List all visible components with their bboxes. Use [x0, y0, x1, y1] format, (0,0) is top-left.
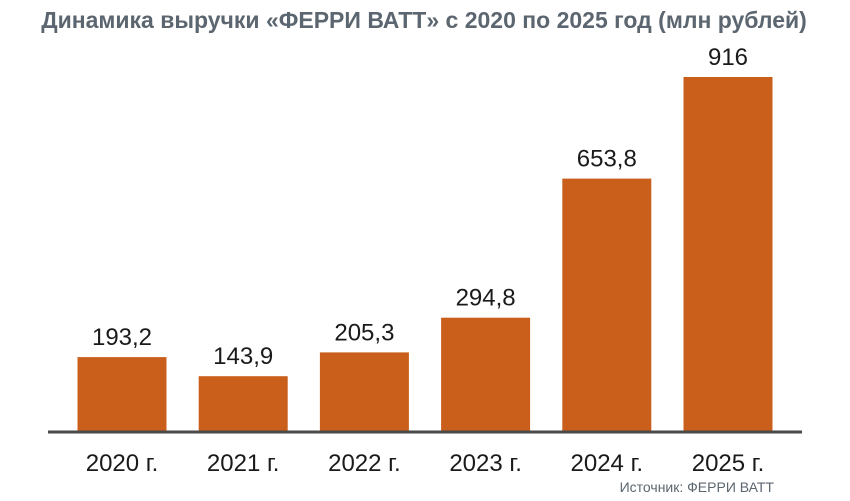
category-label: 2022 г.	[328, 450, 401, 477]
chart-title: Динамика выручки «ФЕРРИ ВАТТ» с 2020 по …	[41, 7, 807, 33]
bar-2025	[683, 77, 773, 432]
bars-layer	[77, 77, 773, 432]
category-labels-layer: 2020 г. 2021 г. 2022 г. 2023 г. 2024 г. 2025 …	[86, 450, 765, 477]
bar-2021	[198, 376, 288, 432]
category-label: 2021 г.	[207, 450, 280, 477]
bar-2024	[562, 178, 652, 432]
bar-2023	[441, 317, 531, 432]
value-label: 294,8	[456, 285, 516, 312]
category-label: 2025 г.	[692, 450, 765, 477]
value-label: 916	[708, 44, 748, 71]
value-label: 143,9	[213, 343, 273, 370]
value-label: 193,2	[92, 324, 152, 351]
category-label: 2023 г.	[449, 450, 522, 477]
bar-2020	[77, 357, 167, 432]
value-labels-layer: 193,2 143,9 205,3 294,8 653,8 916	[92, 44, 748, 370]
category-label: 2020 г.	[86, 450, 159, 477]
category-label: 2024 г.	[571, 450, 644, 477]
value-label: 205,3	[334, 319, 394, 346]
bar-2022	[319, 352, 409, 432]
value-label: 653,8	[577, 146, 637, 173]
source-note: Источник: ФЕРРИ ВАТТ	[620, 479, 775, 495]
